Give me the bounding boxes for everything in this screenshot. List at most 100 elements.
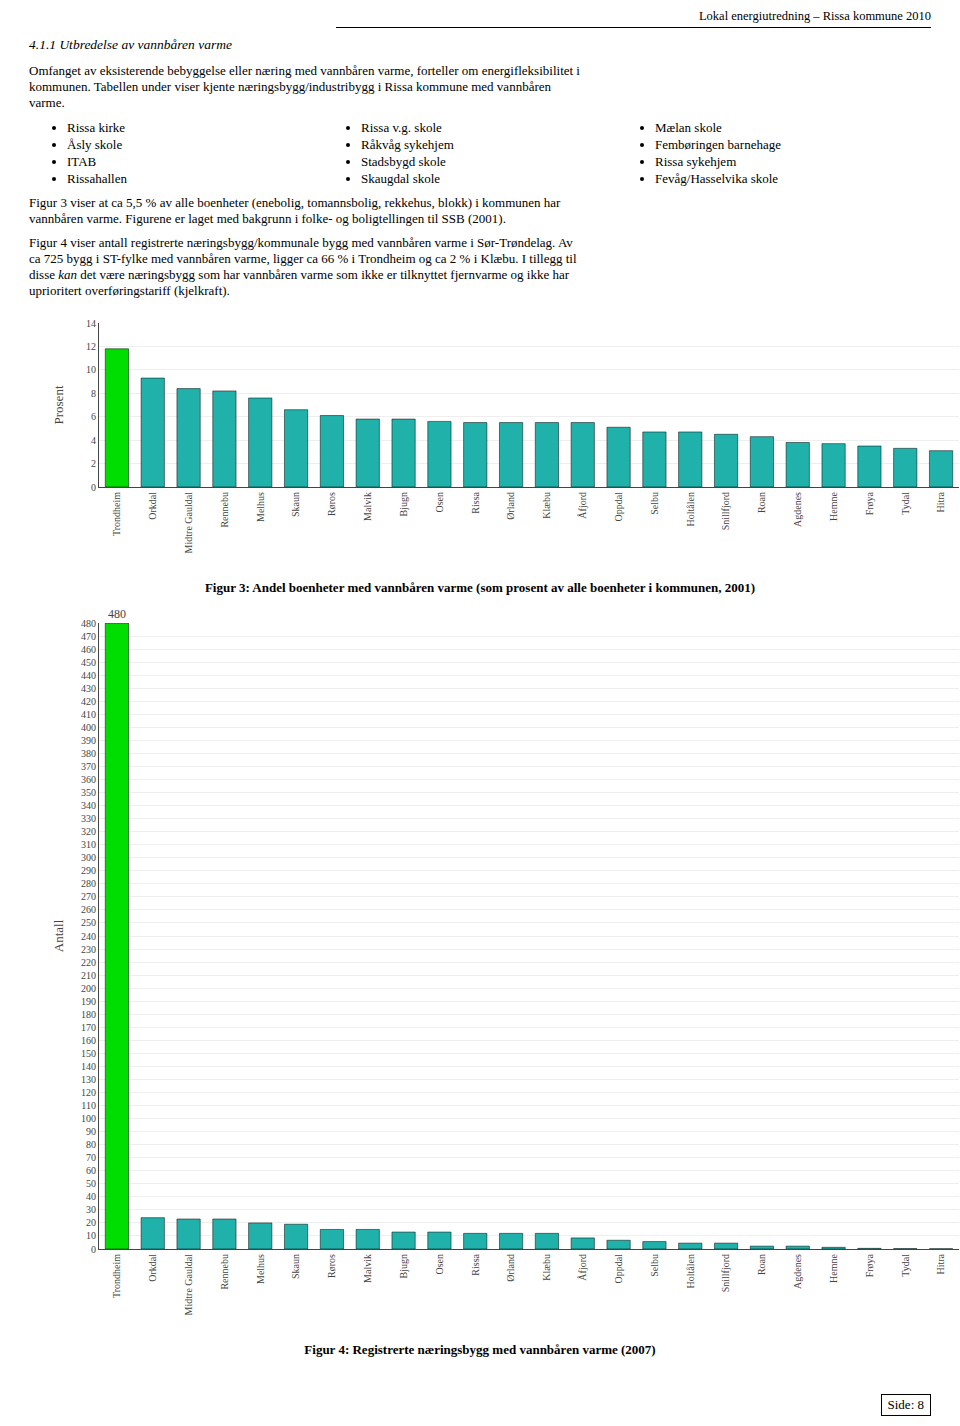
svg-text:Selbu: Selbu [649,1254,660,1277]
svg-text:Agdenes: Agdenes [792,492,803,527]
svg-text:130: 130 [81,1074,96,1085]
svg-text:460: 460 [81,644,96,655]
svg-text:8: 8 [91,388,96,399]
svg-text:Røros: Røros [326,492,337,516]
svg-text:440: 440 [81,670,96,681]
svg-text:Melhus: Melhus [255,492,266,522]
svg-text:270: 270 [81,891,96,902]
svg-text:430: 430 [81,683,96,694]
svg-text:0: 0 [91,1244,96,1255]
svg-text:Bjugn: Bjugn [398,492,409,516]
svg-text:280: 280 [81,878,96,889]
svg-text:0: 0 [91,482,96,493]
svg-text:Holtålen: Holtålen [685,1254,696,1288]
svg-text:Orkdal: Orkdal [147,492,158,520]
svg-text:Frøya: Frøya [864,491,875,515]
svg-text:230: 230 [81,944,96,955]
svg-text:210: 210 [81,970,96,981]
svg-text:150: 150 [81,1048,96,1059]
svg-text:Klæbu: Klæbu [541,1254,552,1281]
svg-text:10: 10 [86,364,96,375]
svg-text:Holtålen: Holtålen [685,492,696,526]
svg-text:4: 4 [91,435,96,446]
svg-text:Rennebu: Rennebu [219,492,230,528]
svg-text:30: 30 [86,1204,96,1215]
svg-text:Antall: Antall [51,919,66,952]
svg-text:Hitra: Hitra [935,1253,946,1274]
svg-text:Hemne: Hemne [828,491,839,520]
svg-text:14: 14 [86,318,96,329]
svg-text:120: 120 [81,1087,96,1098]
svg-text:Rennebu: Rennebu [219,1254,230,1290]
svg-text:310: 310 [81,839,96,850]
svg-text:Røros: Røros [326,1254,337,1278]
svg-text:350: 350 [81,787,96,798]
svg-text:410: 410 [81,709,96,720]
svg-text:Skaun: Skaun [290,492,301,517]
svg-text:10: 10 [86,1230,96,1241]
svg-text:Orkdal: Orkdal [147,1254,158,1282]
svg-text:Klæbu: Klæbu [541,492,552,519]
svg-text:300: 300 [81,852,96,863]
svg-text:200: 200 [81,983,96,994]
svg-text:220: 220 [81,957,96,968]
svg-text:450: 450 [81,657,96,668]
svg-text:80: 80 [86,1139,96,1150]
svg-text:Åfjord: Åfjord [577,492,588,519]
svg-text:140: 140 [81,1061,96,1072]
svg-text:Agdenes: Agdenes [792,1254,803,1289]
svg-text:Melhus: Melhus [255,1254,266,1284]
svg-text:Hitra: Hitra [935,491,946,512]
svg-text:Tydal: Tydal [900,1254,911,1277]
svg-text:Skaun: Skaun [290,1254,301,1279]
svg-text:190: 190 [81,996,96,1007]
svg-text:240: 240 [81,931,96,942]
svg-text:60: 60 [86,1165,96,1176]
svg-text:Frøya: Frøya [864,1253,875,1277]
svg-text:170: 170 [81,1022,96,1033]
svg-text:40: 40 [86,1191,96,1202]
svg-text:110: 110 [81,1100,96,1111]
svg-text:420: 420 [81,696,96,707]
svg-text:Tydal: Tydal [900,492,911,515]
svg-text:2: 2 [91,458,96,469]
svg-text:12: 12 [86,341,96,352]
svg-text:Bjugn: Bjugn [398,1254,409,1278]
svg-text:Rissa: Rissa [470,1253,481,1275]
svg-text:330: 330 [81,813,96,824]
svg-text:20: 20 [86,1217,96,1228]
svg-text:Hemne: Hemne [828,1253,839,1282]
svg-text:Snillfjord: Snillfjord [720,492,731,530]
svg-text:260: 260 [81,904,96,915]
svg-text:Ørland: Ørland [505,492,516,520]
svg-text:Osen: Osen [434,1254,445,1275]
svg-text:Midtre Gauldal: Midtre Gauldal [183,492,194,554]
svg-text:470: 470 [81,631,96,642]
svg-text:6: 6 [91,411,96,422]
svg-text:Selbu: Selbu [649,492,660,515]
svg-text:100: 100 [81,1113,96,1124]
svg-text:480: 480 [81,618,96,629]
svg-text:Åfjord: Åfjord [577,1254,588,1281]
svg-text:Trondheim: Trondheim [111,492,122,536]
svg-text:Ørland: Ørland [505,1254,516,1282]
svg-text:Roan: Roan [756,1254,767,1275]
svg-text:Malvik: Malvik [362,492,373,521]
svg-text:160: 160 [81,1035,96,1046]
svg-text:340: 340 [81,800,96,811]
svg-text:70: 70 [86,1152,96,1163]
svg-text:400: 400 [81,722,96,733]
svg-text:390: 390 [81,735,96,746]
svg-text:Prosent: Prosent [51,385,66,424]
svg-text:380: 380 [81,748,96,759]
svg-text:50: 50 [86,1178,96,1189]
svg-text:Trondheim: Trondheim [111,1254,122,1298]
svg-text:Oppdal: Oppdal [613,492,624,522]
svg-text:Snillfjord: Snillfjord [720,1254,731,1292]
svg-text:Osen: Osen [434,492,445,513]
svg-text:Malvik: Malvik [362,1254,373,1283]
svg-text:370: 370 [81,761,96,772]
svg-text:320: 320 [81,826,96,837]
svg-text:480: 480 [108,607,126,621]
svg-text:Rissa: Rissa [470,491,481,513]
